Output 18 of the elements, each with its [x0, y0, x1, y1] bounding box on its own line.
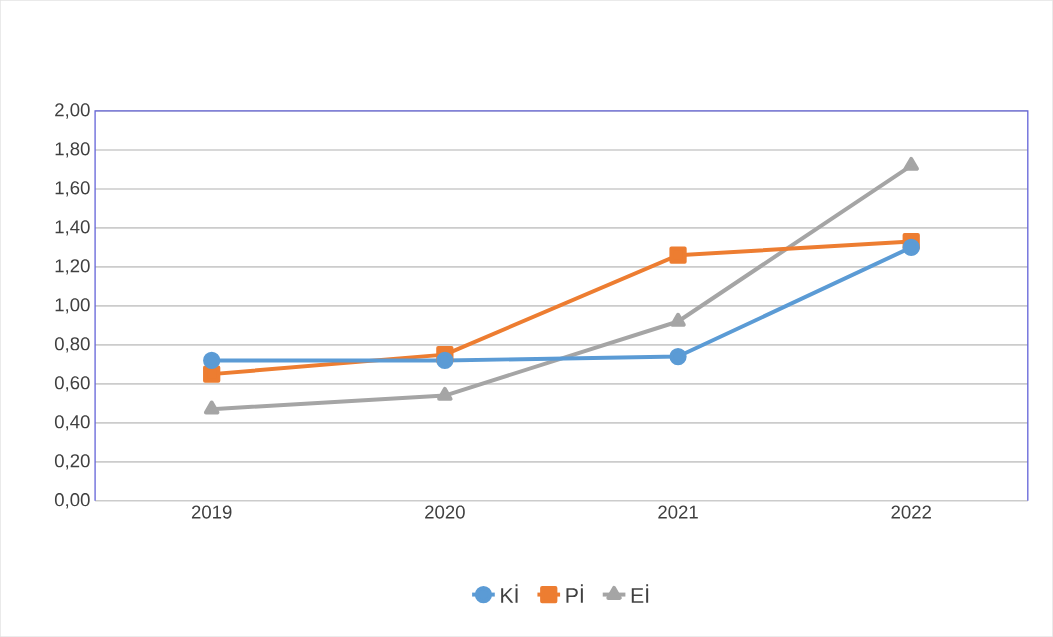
y-tick-label: 1,40 [55, 220, 90, 236]
x-tick-label: 2020 [425, 505, 465, 519]
y-tick-label: 0,40 [54, 415, 90, 431]
y-tick-label: 2,00 [55, 103, 90, 119]
x-tick-label: 2022 [891, 505, 931, 519]
y-tick-label: 1,20 [55, 259, 90, 275]
y-tick-label: 0,20 [54, 454, 90, 470]
y-tick-label: 1,60 [55, 181, 90, 197]
y-tick-label: 1,00 [55, 298, 90, 314]
x-tick-label: 2019 [191, 505, 232, 519]
legend-label: Pİ [566, 584, 583, 603]
x-tick-label: 2021 [658, 505, 698, 519]
legend-label: Kİ [501, 584, 518, 603]
legend-label: Eİ [631, 584, 649, 603]
y-tick-label: 0,80 [54, 337, 90, 353]
y-tick-label: 1,80 [55, 142, 90, 158]
y-tick-label: 0,00 [54, 493, 90, 509]
y-tick-label: 0,60 [54, 376, 90, 392]
